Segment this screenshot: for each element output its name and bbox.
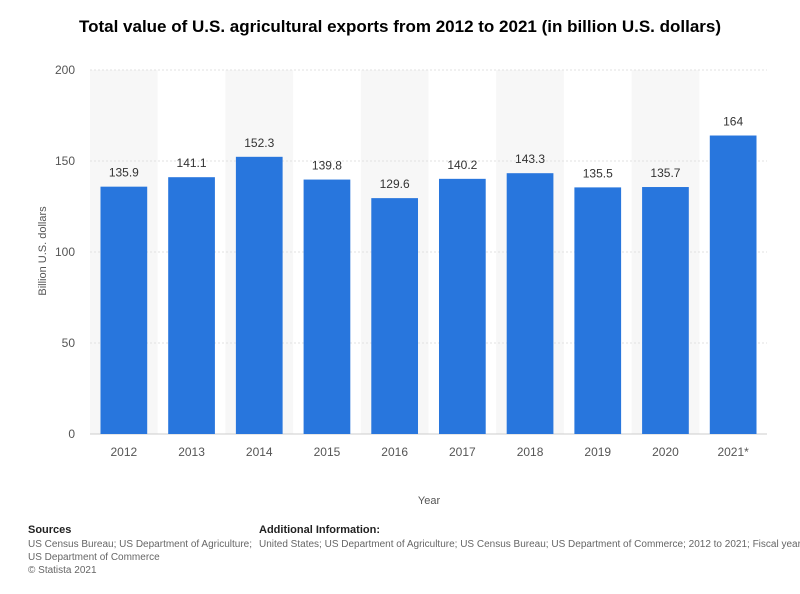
data-label: 143.3 <box>515 152 545 166</box>
bars <box>100 135 757 434</box>
x-tick-labels: 2012 2013 2014 2015 2016 2017 2018 2019 2020 2021… <box>110 445 749 459</box>
y-tick-labels: 0 50 100 150 200 <box>55 63 75 441</box>
additional-info-title: Additional Information: <box>259 524 380 536</box>
y-tick-label: 50 <box>62 336 76 350</box>
additional-info-block: Additional Information: United States; U… <box>259 524 800 551</box>
copyright-text: © Statista 2021 <box>28 565 97 576</box>
x-tick-label: 2012 <box>110 445 137 459</box>
y-tick-label: 100 <box>55 245 75 259</box>
bar[interactable] <box>100 186 148 434</box>
bar[interactable] <box>506 173 554 434</box>
x-tick-label: 2017 <box>449 445 476 459</box>
data-label: 129.6 <box>380 177 410 191</box>
bar[interactable] <box>642 187 689 434</box>
data-label: 152.3 <box>244 136 274 150</box>
x-tick-label: 2016 <box>381 445 408 459</box>
sources-line: US Department of Commerce <box>28 552 160 563</box>
bar[interactable] <box>574 187 622 434</box>
data-label: 135.5 <box>583 166 613 180</box>
data-label: 139.8 <box>312 159 342 173</box>
data-label: 135.7 <box>650 166 680 180</box>
bar[interactable] <box>235 156 283 434</box>
data-label: 135.9 <box>109 166 139 180</box>
x-tick-label: 2019 <box>584 445 611 459</box>
x-tick-label: 2018 <box>517 445 544 459</box>
y-axis-title: Billion U.S. dollars <box>37 206 49 296</box>
y-tick-label: 200 <box>55 63 75 77</box>
x-tick-label: 2020 <box>652 445 679 459</box>
sources-line: US Census Bureau; US Department of Agric… <box>28 539 252 550</box>
data-label: 141.1 <box>177 156 207 170</box>
x-axis-title: Year <box>418 495 441 507</box>
x-tick-label: 2013 <box>178 445 205 459</box>
footer: Sources US Census Bureau; US Department … <box>0 524 800 594</box>
bar[interactable] <box>709 135 757 434</box>
x-tick-label: 2014 <box>246 445 273 459</box>
x-tick-label: 2015 <box>314 445 341 459</box>
bar[interactable] <box>438 178 486 434</box>
sources-title: Sources <box>28 524 72 536</box>
x-tick-label: 2021* <box>717 445 749 459</box>
additional-info-text: United States; US Department of Agricult… <box>259 539 800 550</box>
bar[interactable] <box>371 198 419 434</box>
data-label: 164 <box>723 115 743 129</box>
sources-block: Sources US Census Bureau; US Department … <box>28 524 252 577</box>
y-tick-label: 150 <box>55 154 75 168</box>
data-labels: 135.9 141.1 152.3 139.8 129.6 140.2 143.3 135.5… <box>109 115 744 192</box>
bar[interactable] <box>168 177 215 434</box>
y-tick-label: 0 <box>68 427 75 441</box>
data-label: 140.2 <box>447 158 477 172</box>
chart-title: Total value of U.S. agricultural exports… <box>78 17 722 36</box>
bar[interactable] <box>303 179 351 434</box>
